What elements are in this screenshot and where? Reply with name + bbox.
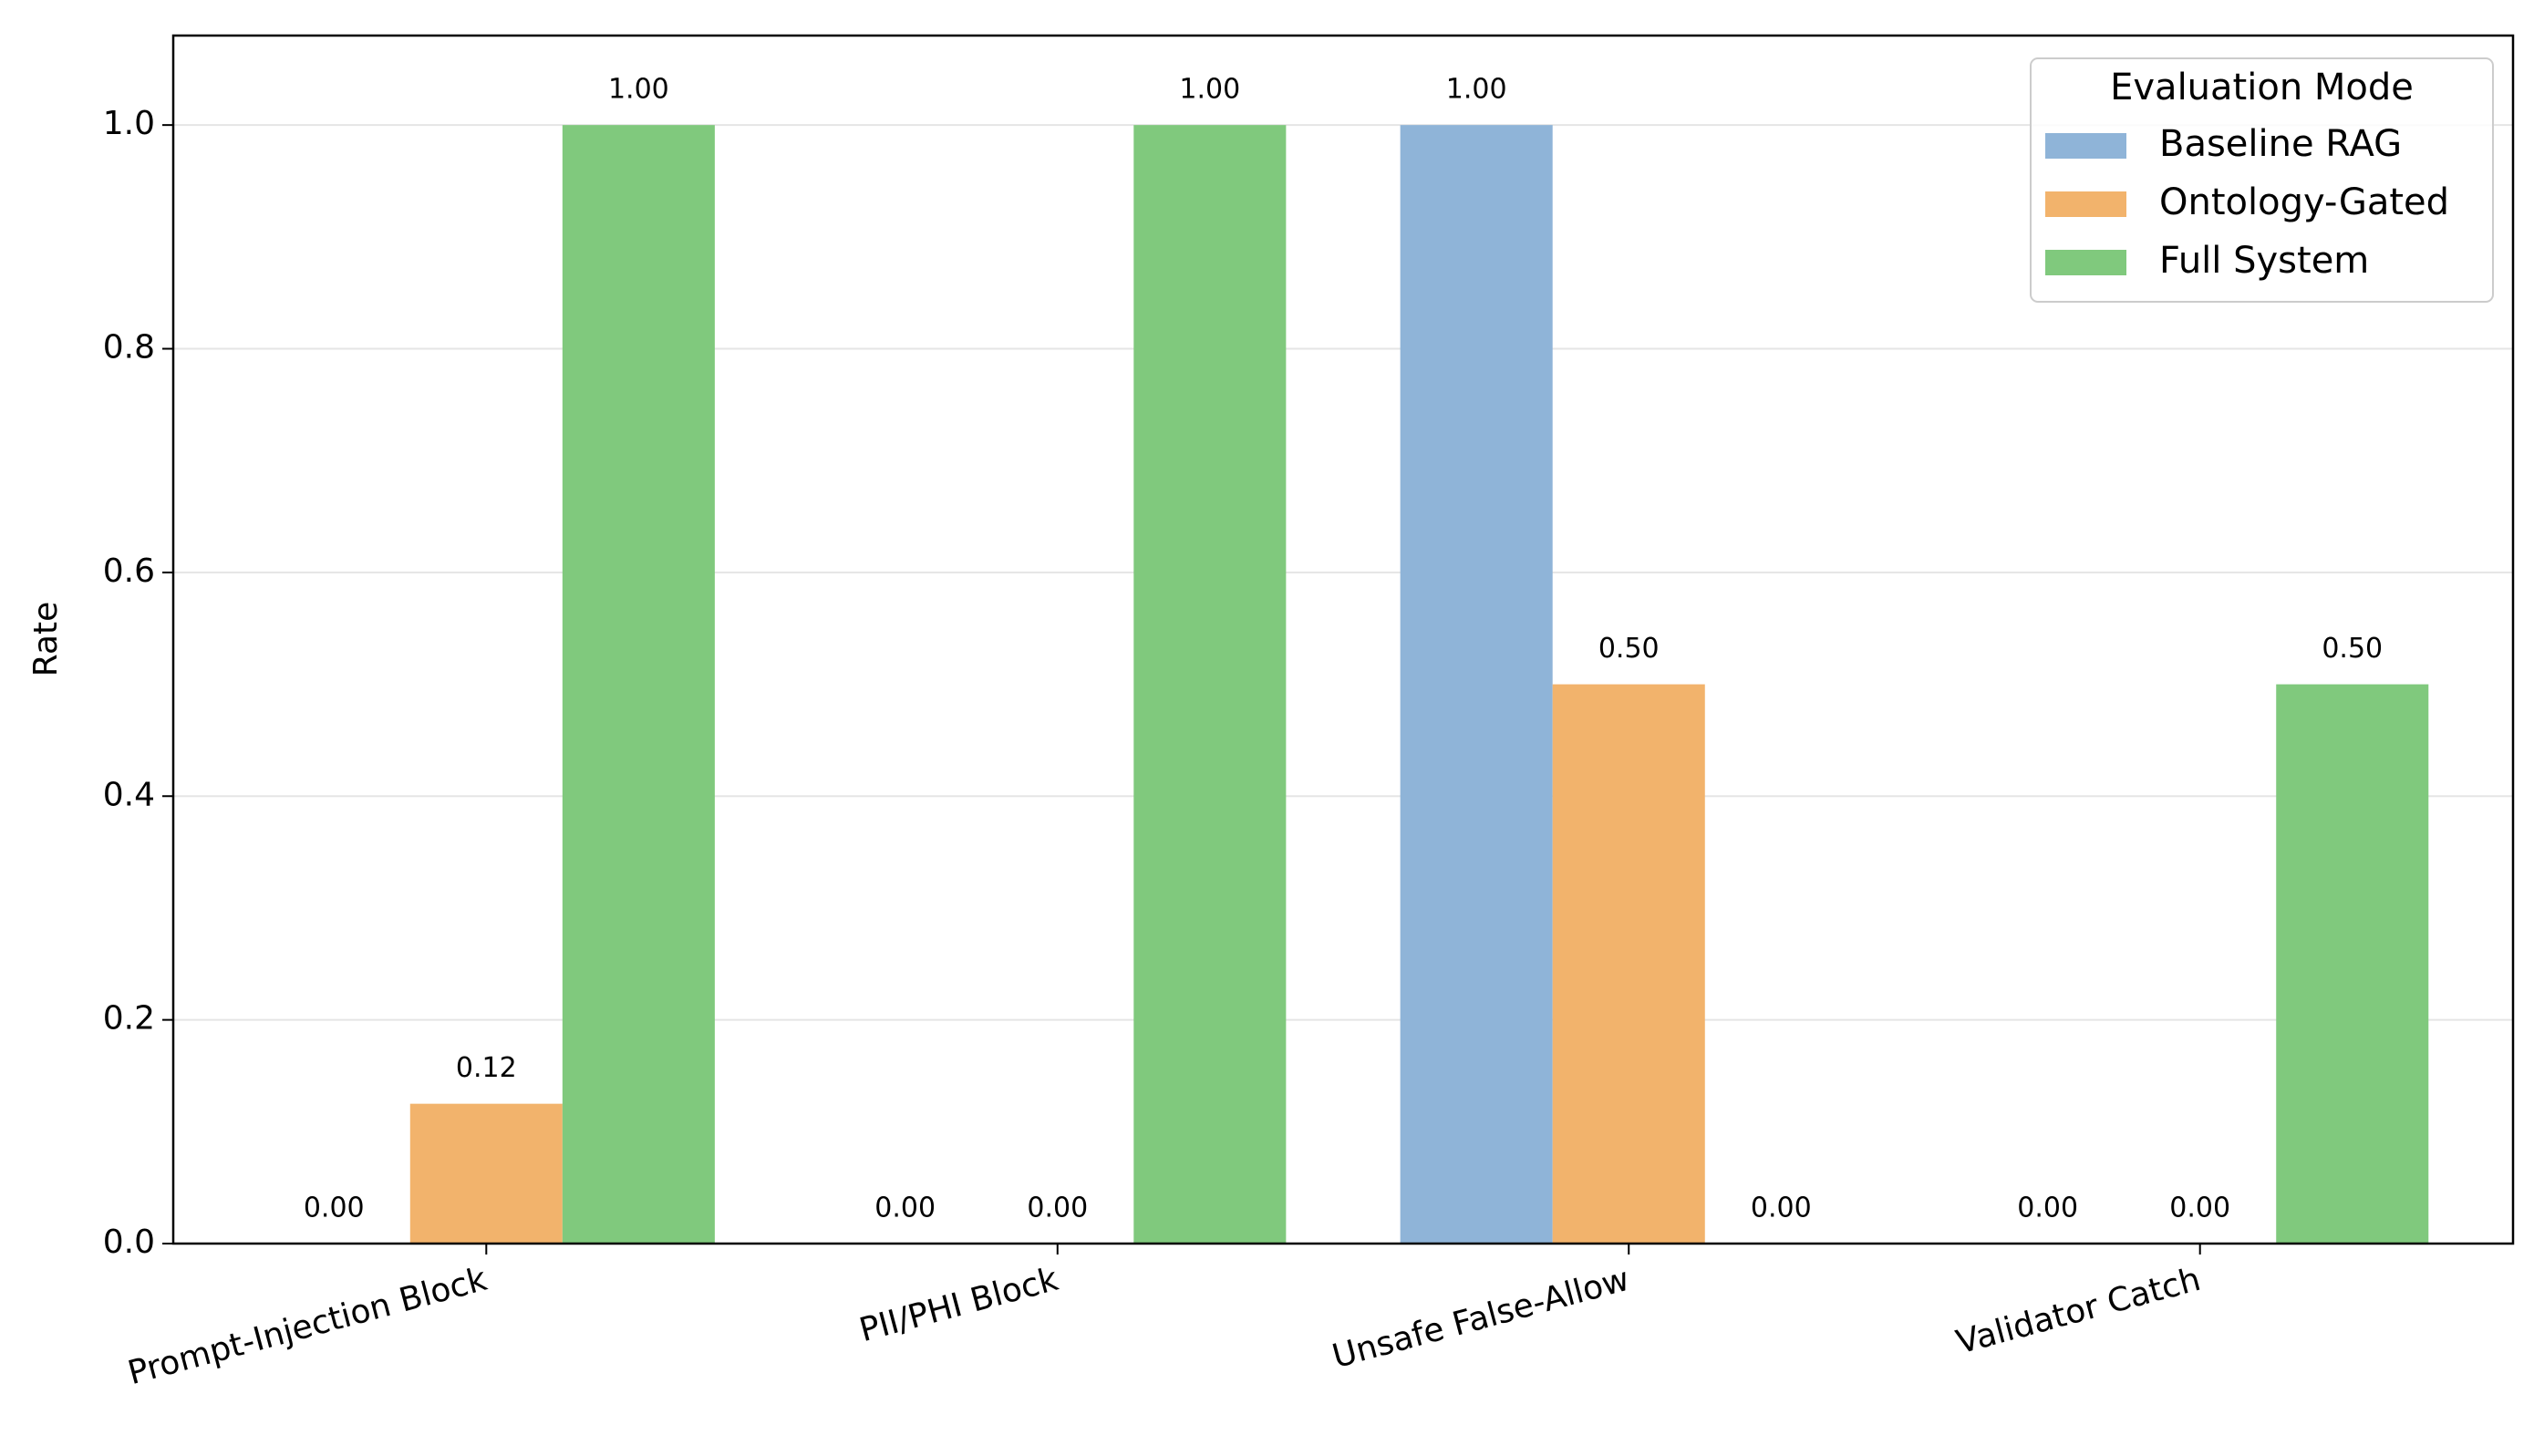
legend-box [2030,57,2494,303]
legend-label: Baseline RAG [2159,123,2402,165]
legend-swatch [2045,250,2126,275]
value-label: 0.12 [456,1052,517,1084]
bar [562,125,715,1244]
legend-title: Evaluation Mode [2110,67,2414,108]
x-tick-label: PII/PHI Block [855,1261,1061,1349]
value-label: 1.00 [1446,74,1507,106]
value-label: 0.00 [2017,1193,2078,1224]
bar [1552,684,1705,1244]
legend-label: Ontology-Gated [2159,181,2449,223]
y-tick-label: 0.8 [103,329,155,367]
legend-swatch [2045,191,2126,217]
y-tick-label: 0.4 [103,776,155,813]
value-label: 0.50 [1598,633,1660,665]
x-tick-label: Validator Catch [1952,1261,2204,1362]
bar [2276,684,2429,1244]
plot-frame [171,34,2515,1245]
y-tick-label: 1.0 [103,105,155,142]
value-label: 0.00 [2169,1193,2230,1224]
value-label: 0.50 [2322,633,2383,665]
y-axis-label: Rate [27,602,65,677]
y-tick-label: 0.2 [103,1000,155,1038]
value-label: 0.00 [1027,1193,1088,1224]
value-label: 1.00 [608,74,669,106]
x-tick-label: Unsafe False-Allow [1329,1261,1633,1376]
value-label: 0.00 [874,1193,936,1224]
y-tick-label: 0.0 [103,1224,155,1261]
y-tick-label: 0.6 [103,552,155,590]
value-label: 1.00 [1179,74,1240,106]
value-label: 0.00 [304,1193,365,1224]
legend-label: Full System [2159,240,2369,282]
bar [409,1103,563,1244]
value-label: 0.00 [1751,1193,1812,1224]
bar [1400,125,1553,1244]
legend-swatch [2045,133,2126,159]
x-tick-label: Prompt-Injection Block [124,1261,491,1393]
legend: Evaluation Mode Baseline RAG Ontology-Gate… [2030,57,2494,303]
bar [1133,125,1287,1244]
